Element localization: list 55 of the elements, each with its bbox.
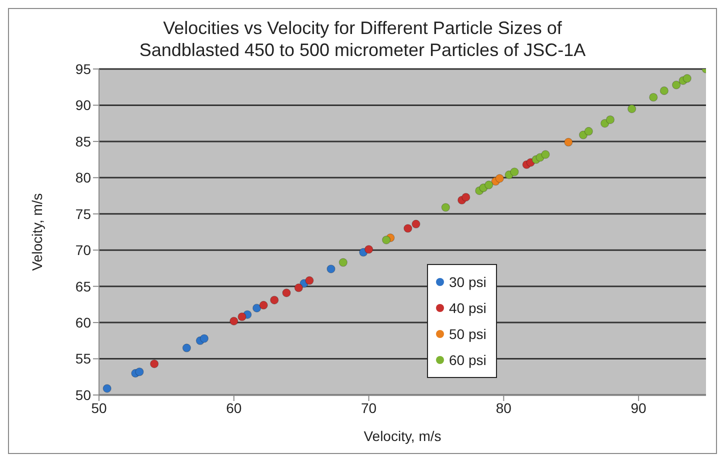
y-tick-label: 85	[75, 133, 92, 150]
point	[326, 264, 336, 274]
point	[252, 304, 262, 312]
legend-label: 40 psi	[449, 299, 486, 318]
point	[682, 74, 692, 83]
point	[150, 360, 159, 368]
y-tick-label: 75	[75, 206, 92, 222]
y-tick-label: 60	[75, 314, 92, 331]
point	[441, 203, 450, 212]
y-tick-label: 55	[75, 350, 92, 367]
x-axis-title: Velocity, m/s	[364, 428, 442, 444]
y-axis-title: Velocity, m/s	[28, 193, 45, 271]
y-tick-label: 80	[75, 170, 92, 186]
point	[495, 174, 504, 183]
y-tick-label: 90	[75, 97, 92, 114]
point	[338, 258, 348, 267]
point	[200, 334, 209, 343]
point	[628, 104, 636, 114]
legend-label: 50 psi	[449, 325, 486, 344]
point	[259, 300, 268, 310]
point	[660, 86, 668, 96]
chart-title: Velocities vs Velocity for Different Particle Sizes of Sandblasted 450 to 500 micrometer Particles of JSC-1A	[138, 17, 587, 61]
point	[606, 115, 615, 124]
x-tick-label: 50	[91, 400, 107, 416]
point	[484, 180, 494, 190]
point	[462, 192, 470, 202]
point	[412, 220, 420, 228]
point	[541, 150, 550, 159]
point	[294, 283, 303, 292]
point	[305, 276, 314, 285]
x-tick-label: 80	[496, 400, 512, 416]
point	[102, 384, 112, 393]
point	[649, 92, 658, 102]
y-tick-label: 50	[75, 386, 92, 403]
point	[672, 80, 681, 90]
point	[382, 236, 391, 244]
y-tick-label: 95	[75, 60, 92, 77]
point	[182, 344, 191, 352]
y-tick-label: 65	[75, 278, 92, 294]
point	[238, 312, 246, 322]
point	[364, 245, 374, 254]
point	[270, 296, 279, 304]
legend-label: 30 psi	[449, 273, 486, 292]
x-tick-label: 70	[360, 400, 377, 416]
point	[564, 138, 573, 146]
legend-label: 60 psi	[449, 351, 486, 370]
y-tick-label: 70	[75, 242, 92, 258]
point	[510, 168, 519, 176]
x-tick-label: 60	[226, 400, 242, 416]
point	[282, 288, 291, 298]
x-tick-label: 90	[630, 400, 647, 416]
point	[135, 368, 144, 376]
point	[230, 316, 238, 326]
point	[584, 127, 593, 136]
point	[404, 224, 412, 233]
